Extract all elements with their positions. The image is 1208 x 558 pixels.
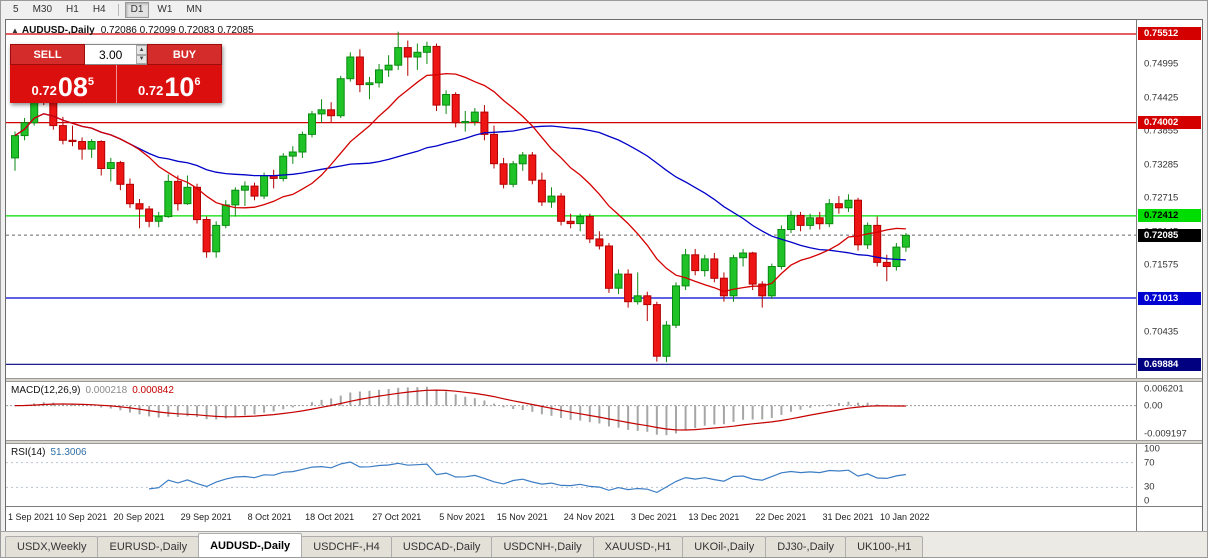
volume-down-button[interactable]: ▼ bbox=[136, 54, 147, 64]
price-line-label: 0.72412 bbox=[1138, 209, 1201, 223]
date-axis-row: 1 Sep 2021 10 Sep 2021 20 Sep 2021 29 Sep 2… bbox=[6, 506, 1202, 532]
date-label: 24 Nov 2021 bbox=[563, 512, 615, 522]
timeframe-button-h1[interactable]: H1 bbox=[60, 2, 85, 18]
buy-price-point: 6 bbox=[194, 76, 201, 88]
price-chart[interactable]: ▲ AUDUSD-,Daily 0.72086 0.72099 0.72083 0.… bbox=[6, 20, 1136, 378]
timeframe-button-mn[interactable]: MN bbox=[180, 2, 208, 18]
date-label: 29 Sep 2021 bbox=[180, 512, 232, 522]
date-label: 13 Dec 2021 bbox=[688, 512, 740, 522]
date-label: 10 Sep 2021 bbox=[56, 512, 108, 522]
date-label: 1 Sep 2021 bbox=[8, 512, 55, 522]
rsi-panel: RSI(14) 51.3006 100 70 30 0 bbox=[6, 443, 1202, 507]
rsi-tick: 100 bbox=[1144, 443, 1160, 455]
rsi-label: RSI(14) bbox=[11, 447, 46, 458]
chart-tab-eurusd-daily[interactable]: EURUSD-,Daily bbox=[97, 536, 200, 557]
one-click-trading-panel: SELL ▲ ▼ BUY 0.72085 bbox=[10, 44, 222, 103]
axis-corner bbox=[1136, 507, 1202, 532]
date-label: 27 Oct 2021 bbox=[372, 512, 422, 522]
chart-tab-xauusd-h1[interactable]: XAUUSD-,H1 bbox=[592, 536, 684, 557]
chart-tab-ukoil-daily[interactable]: UKOil-,Daily bbox=[682, 536, 767, 557]
macd-value: 0.000218 bbox=[85, 385, 128, 396]
chart-tab-uk100-h1[interactable]: UK100-,H1 bbox=[845, 536, 924, 557]
chart-window: ▲ AUDUSD-,Daily 0.72086 0.72099 0.72083 0.… bbox=[5, 19, 1203, 533]
volume-spinner: ▲ ▼ bbox=[85, 44, 147, 65]
macd-tick: 0.006201 bbox=[1144, 383, 1184, 395]
chart-tab-usdx-weekly[interactable]: USDX,Weekly bbox=[5, 536, 99, 557]
macd-header: MACD(12,26,9) 0.000218 0.000842 bbox=[11, 385, 174, 396]
price-line-label: 0.72085 bbox=[1138, 228, 1201, 242]
rsi-tick: 70 bbox=[1144, 457, 1155, 469]
price-line-label: 0.74002 bbox=[1138, 116, 1201, 130]
chart-symbol-label: AUDUSD-,Daily bbox=[21, 25, 95, 36]
price-axis: 0.749950.744250.738550.732850.727150.721… bbox=[1136, 20, 1202, 378]
price-line-label: 0.71013 bbox=[1138, 291, 1201, 305]
date-label: 5 Nov 2021 bbox=[439, 512, 486, 522]
sell-price[interactable]: 0.72 08 5 bbox=[10, 65, 117, 103]
chart-tab-usdchf-h4[interactable]: USDCHF-,H4 bbox=[301, 536, 392, 557]
rsi-tick: 0 bbox=[1144, 495, 1150, 507]
macd-tick: 0.00 bbox=[1144, 400, 1163, 412]
macd-chart[interactable]: MACD(12,26,9) 0.000218 0.000842 bbox=[6, 382, 1136, 440]
date-label: 10 Jan 2022 bbox=[879, 512, 930, 522]
chart-ohlc-header: ▲ AUDUSD-,Daily 0.72086 0.72099 0.72083 0.… bbox=[11, 25, 254, 36]
timeframe-button-m30[interactable]: M30 bbox=[27, 2, 58, 18]
date-label: 15 Nov 2021 bbox=[496, 512, 548, 522]
chart-tab-dj30-daily[interactable]: DJ30-,Daily bbox=[765, 536, 847, 557]
timeframe-button-d1[interactable]: D1 bbox=[124, 2, 150, 18]
date-label: 18 Oct 2021 bbox=[305, 512, 355, 522]
sell-price-base: 0.72 bbox=[31, 83, 57, 98]
buy-button[interactable]: BUY bbox=[147, 44, 222, 65]
timeframe-toolbar: 5 M30 H1 H4 D1 W1 MN bbox=[1, 1, 1207, 19]
macd-label: MACD(12,26,9) bbox=[11, 385, 81, 396]
sell-price-pips: 08 bbox=[57, 72, 88, 102]
buy-price-pips: 10 bbox=[164, 72, 195, 102]
panel-splitter-rsi[interactable] bbox=[6, 440, 1202, 444]
timeframe-button-h4[interactable]: H4 bbox=[87, 2, 112, 18]
chart-tab-audusd-daily[interactable]: AUDUSD-,Daily bbox=[198, 533, 303, 557]
date-axis: 1 Sep 2021 10 Sep 2021 20 Sep 2021 29 Sep 2… bbox=[6, 507, 1136, 532]
sell-button[interactable]: SELL bbox=[10, 44, 85, 65]
toolbar-divider bbox=[117, 4, 119, 16]
price-tick: 0.74425 bbox=[1144, 92, 1179, 104]
chart-tab-usdcnh-daily[interactable]: USDCNH-,Daily bbox=[491, 536, 594, 557]
price-tick: 0.71575 bbox=[1144, 259, 1179, 271]
price-line-label: 0.69884 bbox=[1138, 357, 1201, 371]
timeframe-button-w1[interactable]: W1 bbox=[151, 2, 178, 18]
price-tick: 0.73285 bbox=[1144, 159, 1179, 171]
macd-axis: 0.006201 0.00 -0.009197 bbox=[1136, 382, 1202, 440]
timeframe-button-5[interactable]: 5 bbox=[7, 2, 25, 18]
macd-tick: -0.009197 bbox=[1144, 428, 1187, 440]
price-tick: 0.72715 bbox=[1144, 192, 1179, 204]
macd-signal-value: 0.000842 bbox=[132, 385, 174, 396]
date-label: 8 Oct 2021 bbox=[247, 512, 292, 522]
sell-price-point: 5 bbox=[87, 76, 94, 88]
volume-up-button[interactable]: ▲ bbox=[136, 45, 147, 55]
panel-splitter-macd[interactable] bbox=[6, 378, 1202, 382]
buy-price-base: 0.72 bbox=[138, 83, 164, 98]
rsi-tick: 30 bbox=[1144, 481, 1155, 493]
price-tick: 0.70435 bbox=[1144, 326, 1179, 338]
rsi-value: 51.3006 bbox=[50, 447, 87, 458]
date-label: 22 Dec 2021 bbox=[755, 512, 807, 522]
price-panel: ▲ AUDUSD-,Daily 0.72086 0.72099 0.72083 0.… bbox=[6, 20, 1202, 378]
macd-panel: MACD(12,26,9) 0.000218 0.000842 0.006201 0.… bbox=[6, 382, 1202, 440]
buy-price[interactable]: 0.72 10 6 bbox=[117, 65, 223, 103]
chart-ohlc-values: 0.72086 0.72099 0.72083 0.72085 bbox=[100, 25, 254, 36]
volume-input[interactable] bbox=[85, 45, 137, 64]
rsi-chart[interactable]: RSI(14) 51.3006 bbox=[6, 444, 1136, 506]
price-tick: 0.74995 bbox=[1144, 58, 1179, 70]
date-label: 3 Dec 2021 bbox=[630, 512, 677, 522]
collapse-arrow-icon[interactable]: ▲ bbox=[11, 26, 19, 35]
date-label: 20 Sep 2021 bbox=[113, 512, 165, 522]
rsi-axis: 100 70 30 0 bbox=[1136, 443, 1202, 507]
chart-tabs-bar: USDX,Weekly EURUSD-,Daily AUDUSD-,Daily USD… bbox=[1, 531, 1207, 557]
chart-tab-usdcad-daily[interactable]: USDCAD-,Daily bbox=[390, 536, 493, 557]
price-tick: 0.73855 bbox=[1144, 125, 1179, 137]
rsi-header: RSI(14) 51.3006 bbox=[11, 447, 87, 458]
date-label: 31 Dec 2021 bbox=[822, 512, 874, 522]
price-line-label: 0.75512 bbox=[1138, 27, 1201, 41]
